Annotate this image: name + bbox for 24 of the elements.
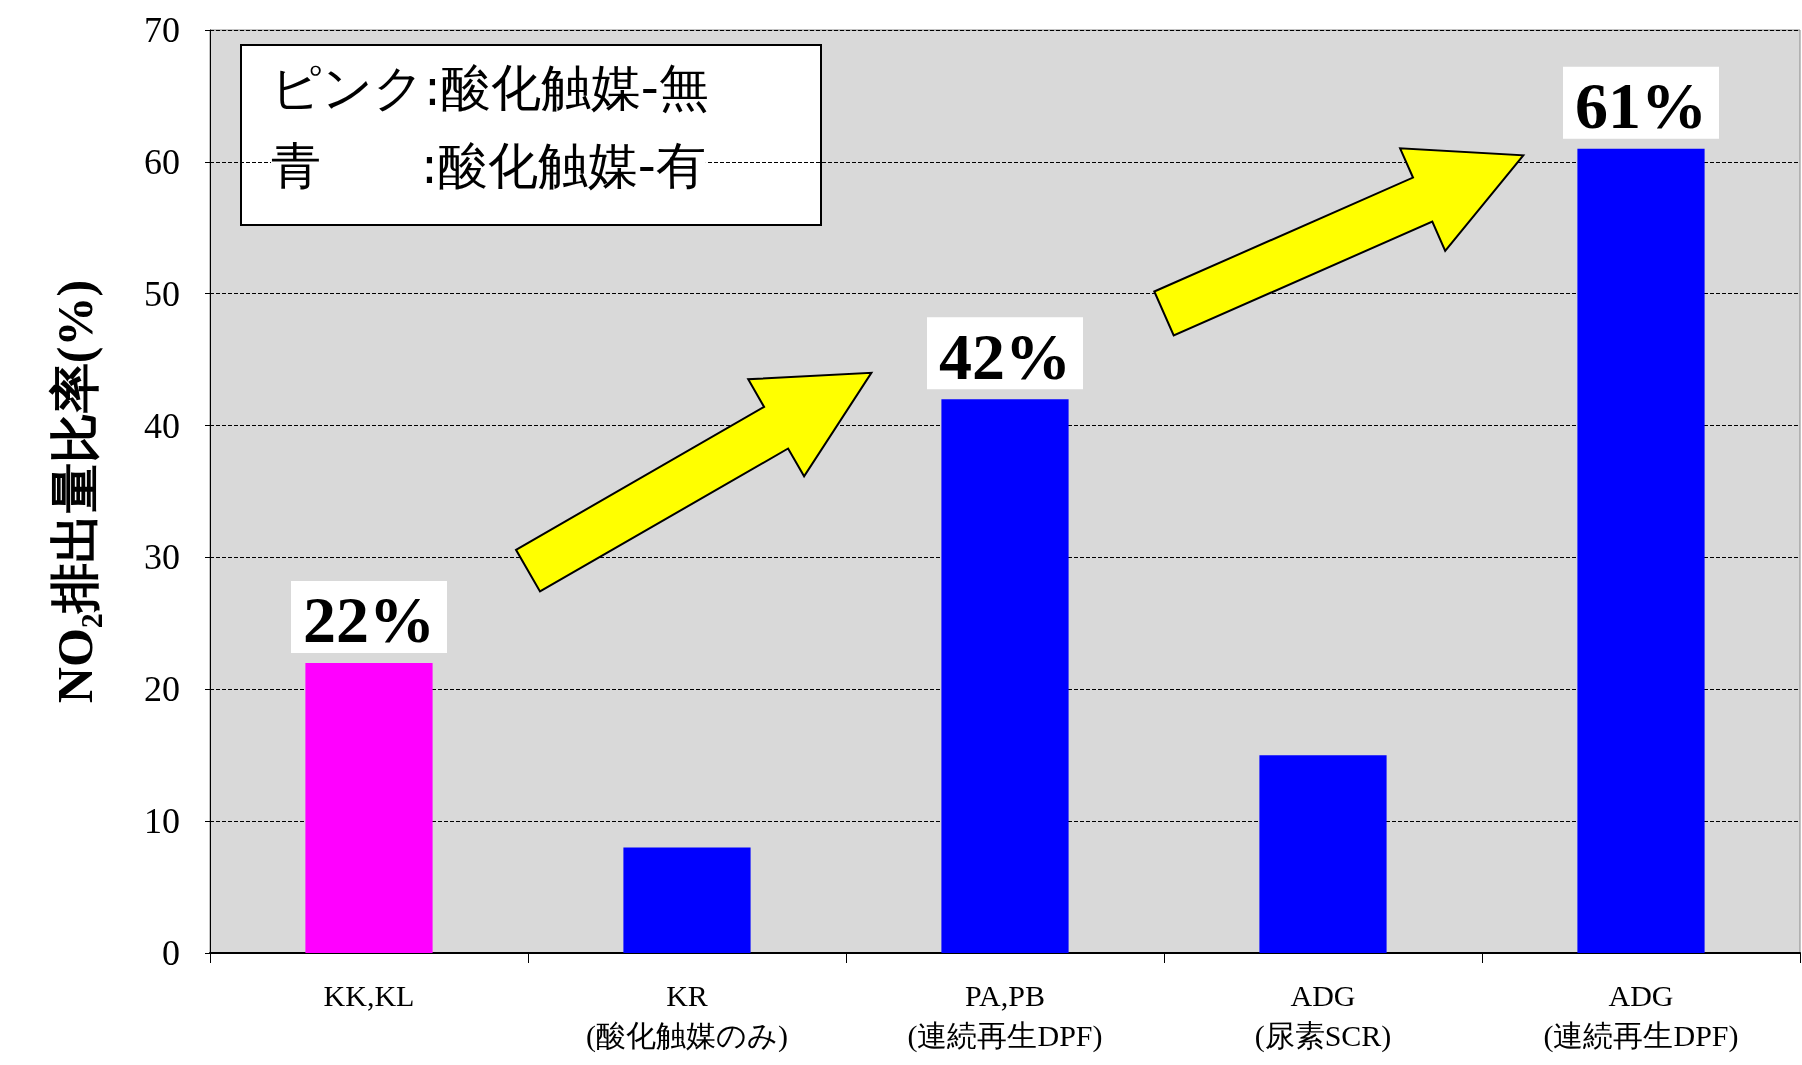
y-tick-label: 40 [144, 405, 180, 446]
bar [623, 847, 751, 953]
data-label: 61% [1575, 69, 1707, 143]
x-tick-label: PA,PB (連続再生DPF) [907, 978, 1103, 1053]
y-axis-title: NO₂排出量比率(%) [47, 279, 103, 704]
x-tick-label: KR (酸化触媒のみ) [586, 978, 788, 1053]
annotation: ピンク:酸化触媒-無 [271, 59, 709, 117]
y-tick-label: 70 [144, 10, 180, 50]
annotation: 青 :酸化触媒-有 [271, 137, 706, 195]
y-tick-label: 0 [162, 933, 180, 973]
bar [941, 399, 1069, 953]
bar [1577, 148, 1705, 953]
y-tick-label: 30 [144, 537, 180, 578]
y-tick-label: 20 [144, 669, 180, 710]
y-tick-label: 50 [144, 273, 180, 314]
y-tick-label: 10 [144, 801, 180, 842]
data-label: 42% [939, 319, 1071, 393]
x-tick-label: ADG (連続再生DPF) [1543, 978, 1739, 1053]
x-tick-label: KK,KL [323, 978, 415, 1012]
y-tick-label: 60 [144, 141, 180, 182]
data-label: 22% [303, 583, 435, 657]
bar [305, 662, 433, 953]
bar [1259, 755, 1387, 953]
x-tick-label: ADG (尿素SCR) [1254, 978, 1392, 1053]
